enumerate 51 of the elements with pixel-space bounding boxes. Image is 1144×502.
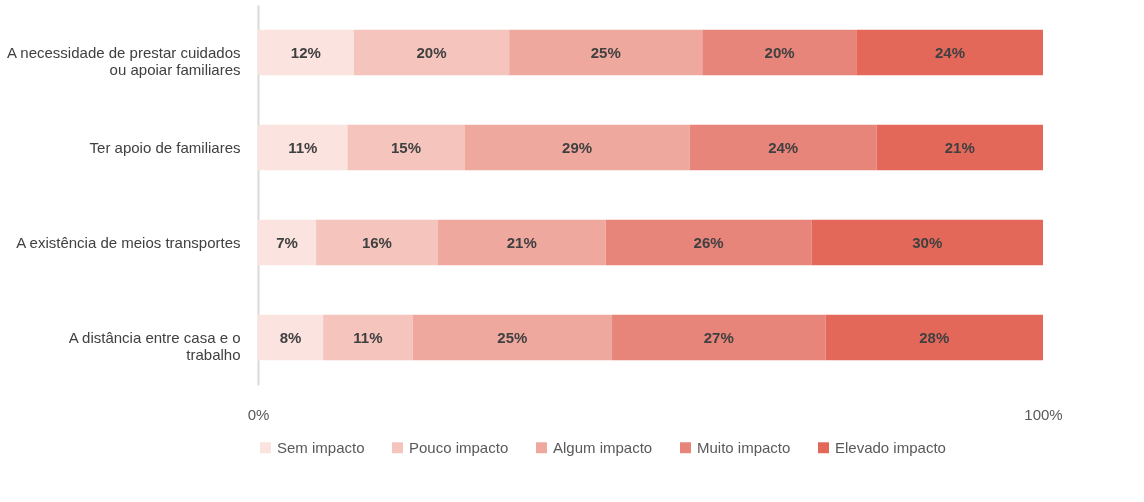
bar <box>347 124 465 171</box>
data-label: 29% <box>562 138 593 156</box>
bar <box>509 29 703 76</box>
bar <box>258 314 324 361</box>
data-label: 11% <box>288 138 318 156</box>
legend-label: Elevado impacto <box>835 438 946 456</box>
bar <box>412 314 613 361</box>
bar <box>876 124 1043 171</box>
bar <box>689 124 877 171</box>
bar <box>702 29 857 76</box>
y-tick-label: Ter apoio de familiares <box>89 138 241 156</box>
data-label: 30% <box>912 233 943 251</box>
data-label: 28% <box>919 328 950 346</box>
data-label: 24% <box>934 43 965 61</box>
data-label: 8% <box>279 328 302 346</box>
legend-label: Sem impacto <box>277 438 365 456</box>
bar <box>605 219 812 266</box>
bar <box>825 314 1043 361</box>
data-label: 24% <box>768 138 799 156</box>
data-label: 20% <box>416 43 447 61</box>
data-label: 20% <box>764 43 795 61</box>
bar <box>353 29 510 76</box>
data-label: 15% <box>390 138 421 156</box>
x-tick-label: 100% <box>1024 405 1063 423</box>
bar <box>258 124 348 171</box>
bar <box>612 314 826 361</box>
bar <box>258 219 317 266</box>
data-label: 25% <box>590 43 621 61</box>
data-label: 12% <box>290 43 321 61</box>
x-tick-label: 0% <box>247 405 270 423</box>
bar <box>316 219 438 266</box>
data-label: 11% <box>353 328 383 346</box>
data-label: 26% <box>693 233 724 251</box>
data-label: 7% <box>276 233 298 251</box>
bar <box>437 219 606 266</box>
data-label: 27% <box>703 328 734 346</box>
y-tick-label: A necessidade de prestar cuidados ou apoiar familiares <box>7 43 241 78</box>
data-label: 25% <box>497 328 528 346</box>
bar <box>323 314 413 361</box>
bar <box>811 219 1043 266</box>
legend-label: Pouco impacto <box>409 438 509 456</box>
y-tick-label: A distância entre casa e o trabalho <box>68 328 241 363</box>
bar <box>258 29 354 76</box>
legend-label: Muito impacto <box>697 438 791 456</box>
data-label: 16% <box>361 233 392 251</box>
legend-label: Algum impacto <box>553 438 653 456</box>
y-tick-label: A existência de meios transportes <box>16 233 241 251</box>
bar <box>856 29 1043 76</box>
bar <box>464 124 690 171</box>
data-label: 21% <box>944 138 975 156</box>
data-label: 21% <box>506 233 537 251</box>
